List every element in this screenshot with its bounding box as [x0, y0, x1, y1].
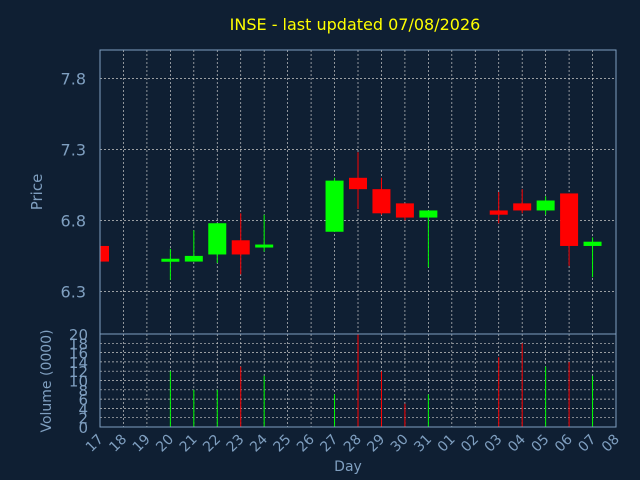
candle-body	[255, 244, 274, 248]
candle-body	[489, 210, 508, 215]
x-tick-label: 19	[130, 432, 154, 456]
price-axis-label: Price	[28, 174, 46, 211]
x-tick-label: 28	[341, 432, 365, 456]
volume-tick-label: 8	[78, 382, 88, 400]
price-tick-label: 7.3	[61, 140, 86, 159]
x-tick-label: 05	[529, 432, 553, 456]
candle-body	[349, 177, 367, 190]
candle-body	[100, 245, 109, 262]
volume-panel-frame	[99, 333, 617, 428]
x-tick-label: 06	[552, 431, 576, 455]
x-tick-label: 02	[458, 432, 482, 456]
x-tick-label: 04	[505, 431, 529, 455]
volume-tick-label: 0	[78, 419, 88, 437]
x-tick-label: 24	[247, 431, 271, 455]
x-tick-label: 22	[200, 432, 224, 456]
chart-title: INSE - last updated 07/08/2026	[230, 15, 481, 34]
x-tick-label: 25	[271, 432, 295, 456]
candle-body	[161, 258, 180, 262]
x-tick-label: 29	[364, 432, 388, 456]
volume-tick-label: 20	[69, 326, 88, 344]
labels-layer: 17 18 19 20 21 22 23 24 25 26 27 28 29 30 31 01 02 03 04 05…	[61, 69, 623, 455]
x-tick-label: 01	[435, 432, 459, 456]
candle-body	[184, 255, 203, 262]
candle-body	[513, 203, 532, 211]
candle-body	[208, 223, 227, 255]
volume-tick-label: 6	[78, 391, 88, 409]
volume-tick-label: 14	[69, 354, 88, 372]
x-tick-label: 08	[599, 432, 623, 456]
x-tick-label: 26	[294, 431, 318, 455]
price-tick-label: 6.3	[61, 282, 86, 301]
x-tick-label: 31	[411, 432, 435, 456]
price-tick-label: 7.8	[61, 69, 86, 88]
candle-body	[231, 240, 250, 255]
x-tick-label: 21	[177, 432, 201, 456]
x-axis-label: Day	[334, 459, 362, 475]
candles-layer	[99, 152, 602, 281]
candle-body	[419, 210, 438, 218]
candle-body	[325, 180, 344, 232]
x-tick-label: 20	[153, 432, 177, 456]
volume-tick-label: 10	[69, 373, 88, 391]
x-tick-label: 18	[106, 432, 130, 456]
candle-body	[536, 200, 555, 211]
volume-tick-label: 12	[69, 363, 88, 381]
volume-layer	[169, 334, 594, 427]
volume-tick-label: 16	[69, 345, 88, 363]
candle-body	[583, 241, 602, 246]
candle-body	[395, 203, 414, 218]
x-tick-label: 30	[388, 432, 412, 456]
volume-tick-label: 18	[69, 335, 88, 353]
x-tick-label: 03	[482, 432, 506, 456]
x-tick-label: 23	[224, 432, 248, 456]
candle-body	[372, 189, 391, 214]
volume-tick-label: 2	[78, 410, 88, 428]
volume-tick-label: 4	[78, 400, 88, 418]
candle-body	[560, 193, 579, 246]
x-tick-label: 27	[317, 432, 341, 456]
volume-axis-label: Volume (0000)	[39, 329, 55, 432]
x-tick-label: 07	[575, 432, 599, 456]
price-tick-label: 6.8	[61, 211, 86, 230]
axes-layer	[99, 49, 617, 428]
